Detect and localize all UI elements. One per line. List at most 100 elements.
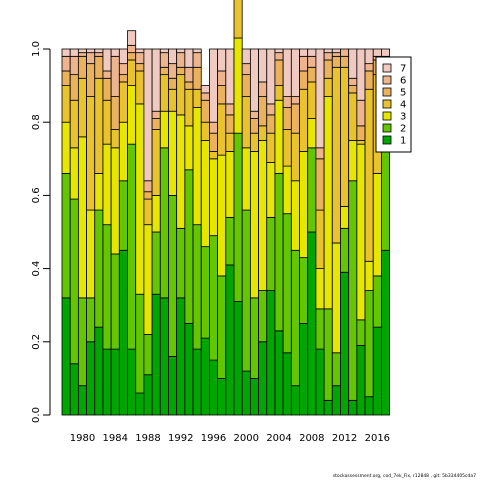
bar-segment-2000-age-2 <box>241 209 251 372</box>
legend-label-2: 2 <box>400 124 406 135</box>
bar-segment-2000-age-7 <box>241 48 251 65</box>
bar-segment-2004-age-4 <box>274 85 284 101</box>
bar-segment-1996-age-6 <box>209 121 219 134</box>
bar-segment-2016-age-2 <box>372 275 382 328</box>
bar-segment-1981-age-1 <box>86 341 96 416</box>
bar-segment-1982-age-2 <box>94 209 104 328</box>
bar-segment-1993-age-5 <box>184 81 194 90</box>
bar-segment-2012-age-4 <box>340 66 350 207</box>
bar-segment-2010-age-6 <box>323 52 333 61</box>
bar-segment-2005-age-6 <box>282 96 292 108</box>
bar-segment-1978-age-1 <box>61 297 71 416</box>
bar-segment-1994-age-6 <box>192 52 202 68</box>
bar-segment-2006-age-3 <box>290 180 300 251</box>
bar-segment-1990-age-6 <box>159 52 169 68</box>
bar-segment-1994-age-2 <box>192 224 202 350</box>
bar-segment-2014-age-4 <box>356 140 366 145</box>
bar-segment-1991-age-5 <box>168 77 178 90</box>
x-tick-label-4: 1996 <box>201 433 226 444</box>
legend-swatch-6 <box>382 75 392 85</box>
bar-segment-1980-age-6 <box>77 52 87 57</box>
bar-segment-2013-age-3 <box>348 140 358 182</box>
bar-segment-2000-age-4 <box>241 96 251 149</box>
bar-segment-2012-age-3 <box>340 205 350 229</box>
bar-segment-2008-age-7 <box>307 48 317 57</box>
legend-label-4: 4 <box>400 100 406 111</box>
bar-segment-1985-age-1 <box>118 249 128 416</box>
legend-swatch-2 <box>382 123 392 133</box>
bar-segment-2003-age-7 <box>266 48 276 105</box>
bar-segment-2010-age-3 <box>323 96 333 310</box>
bar-segment-2007-age-7 <box>299 48 309 57</box>
bar-segment-1979-age-3 <box>69 147 79 200</box>
bar-segment-1981-age-2 <box>86 297 96 343</box>
bar-segment-1997-age-5 <box>217 85 227 105</box>
legend-swatch-5 <box>382 87 392 97</box>
bar-segment-2007-age-4 <box>299 88 309 152</box>
bar-segment-2013-age-6 <box>348 77 358 86</box>
bar-segment-1998-age-4 <box>225 132 235 152</box>
y-tick-label-2: 0.4 <box>31 261 42 277</box>
bar-segment-2009-age-3 <box>315 268 325 310</box>
bar-segment-2001-age-5 <box>249 118 259 134</box>
bar-segment-1979-age-2 <box>69 198 79 365</box>
bar-segment-1989-age-3 <box>151 194 161 233</box>
bar-segment-1981-age-7 <box>86 48 96 54</box>
bar-segment-1981-age-5 <box>86 63 96 97</box>
bar-segment-2007-age-1 <box>299 323 309 416</box>
bar-segment-2010-age-1 <box>323 399 333 416</box>
bar-segment-1987-age-7 <box>135 48 145 54</box>
bar-segment-1980-age-5 <box>77 55 87 79</box>
bar-segment-1997-age-2 <box>217 275 227 379</box>
bar-segment-1986-age-7 <box>127 30 137 46</box>
bar-segment-1986-age-6 <box>127 44 137 54</box>
bar-segment-1988-age-4 <box>143 198 153 226</box>
bar-segment-2014-age-3 <box>356 143 366 321</box>
bar-segment-2013-age-1 <box>348 399 358 416</box>
bar-segment-2006-age-2 <box>290 249 300 387</box>
bar-segment-2015-age-3 <box>364 260 374 291</box>
bar-segment-2003-age-6 <box>266 103 276 116</box>
bar-segment-1998-age-3 <box>225 151 235 218</box>
bar-segment-2014-age-1 <box>356 345 366 416</box>
bar-segment-1982-age-5 <box>94 55 104 79</box>
bar-segment-2005-age-1 <box>282 352 292 416</box>
bar-segment-1980-age-4 <box>77 77 87 138</box>
bar-segment-1996-age-1 <box>209 359 219 416</box>
bar-segment-2000-age-3 <box>241 147 251 211</box>
bar-segment-1991-age-2 <box>168 194 178 357</box>
legend-swatch-3 <box>382 111 392 121</box>
bar-segment-1989-age-6 <box>151 110 161 119</box>
bar-segment-1993-age-1 <box>184 323 194 416</box>
bar-segment-2013-age-2 <box>348 180 358 401</box>
bar-segment-2005-age-2 <box>282 213 292 354</box>
bar-segment-1978-age-7 <box>61 48 71 57</box>
bar-segment-1997-age-7 <box>217 48 227 72</box>
bar-segment-1998-age-7 <box>225 48 235 105</box>
bar-segment-1996-age-5 <box>209 132 219 152</box>
bar-segment-2009-age-5 <box>315 158 325 211</box>
bar-segment-1997-age-1 <box>217 377 227 416</box>
bar-segment-2007-age-3 <box>299 151 309 259</box>
bar-segment-1979-age-5 <box>69 74 79 101</box>
bar-segment-1998-age-1 <box>225 264 235 416</box>
bar-segment-1998-age-2 <box>225 216 235 266</box>
x-tick-label-2: 1988 <box>135 433 160 444</box>
bar-segment-1983-age-4 <box>102 99 112 145</box>
bar-segment-2012-age-6 <box>340 48 350 57</box>
bar-segment-2002-age-5 <box>258 96 268 127</box>
bar-segment-1995-age-7 <box>200 85 210 94</box>
bar-segment-2017-age-7 <box>381 48 391 57</box>
bar-segment-2006-age-4 <box>290 132 300 182</box>
bar-segment-1984-age-3 <box>110 147 120 255</box>
bar-segment-1988-age-7 <box>143 48 153 182</box>
bar-segment-2009-age-2 <box>315 308 325 350</box>
y-tick-label-5: 1.0 <box>31 41 42 57</box>
bar-segment-2002-age-2 <box>258 290 268 343</box>
bar-segment-1981-age-3 <box>86 209 96 299</box>
legend-swatch-4 <box>382 99 392 109</box>
bar-segment-1992-age-6 <box>176 52 186 68</box>
bar-segment-2002-age-3 <box>258 140 268 291</box>
bar-segment-1995-age-6 <box>200 92 210 101</box>
bar-segment-1998-age-6 <box>225 103 235 116</box>
